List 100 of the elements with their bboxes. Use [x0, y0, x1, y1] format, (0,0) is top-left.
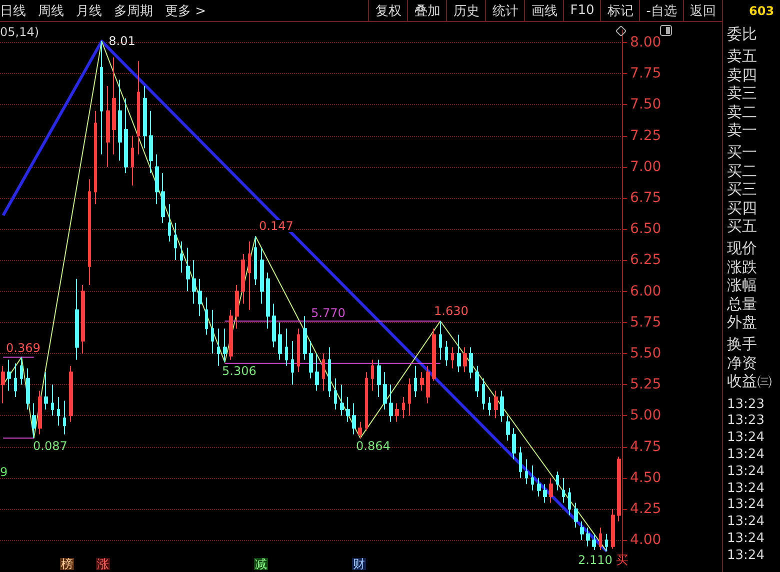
candlestick	[217, 328, 220, 366]
text: 买二	[727, 162, 757, 180]
candlestick	[451, 346, 454, 369]
y-tick-label: 7.25	[630, 128, 662, 144]
candlestick	[198, 278, 202, 317]
text: 13:23	[727, 396, 764, 413]
candlestick	[531, 464, 534, 491]
annotation: 0.147	[259, 219, 294, 233]
text: 买一	[727, 143, 757, 162]
candlestick	[297, 328, 300, 373]
candlestick	[432, 328, 436, 382]
data-label: 8.01	[108, 34, 136, 48]
candlestick	[377, 359, 381, 398]
text: 日线	[0, 2, 26, 20]
text: 更多 >	[165, 2, 206, 20]
y-tick-label: 4.75	[630, 438, 662, 455]
candlestick	[278, 322, 282, 360]
y-tick-label: 8.00	[630, 34, 662, 50]
candlestick	[426, 365, 430, 404]
candlestick	[44, 372, 48, 410]
text: F10	[563, 0, 600, 21]
candlestick	[303, 316, 307, 360]
candlestick	[494, 390, 498, 419]
candlestick	[137, 60, 140, 155]
candlestick	[519, 446, 522, 478]
candlestick	[457, 334, 461, 373]
annotation: 0.369	[6, 341, 40, 355]
annotation: 0.864	[356, 439, 390, 453]
candlestick	[63, 400, 66, 435]
annotation: 涨	[97, 557, 109, 571]
candlestick	[482, 378, 485, 410]
candlestick	[26, 368, 30, 410]
candlestick	[57, 396, 60, 426]
candlestick	[315, 352, 319, 392]
candlestick	[1, 365, 5, 404]
text: 卖四	[727, 66, 757, 84]
candlestick	[543, 484, 547, 504]
candlestick	[155, 154, 159, 205]
candlestick	[568, 487, 571, 516]
y-tick-label: 5.75	[630, 314, 662, 330]
candlestick	[352, 402, 356, 435]
text: 买四	[727, 198, 757, 217]
candlestick	[592, 533, 596, 551]
candlestick	[439, 320, 442, 360]
candlestick	[445, 340, 448, 366]
candlestick	[322, 352, 325, 392]
y-tick-label: 6.50	[630, 221, 662, 238]
candlestick	[211, 309, 214, 354]
candlestick	[118, 79, 122, 162]
y-tick-label: 4.50	[630, 470, 662, 486]
candlestick	[106, 85, 110, 168]
candlestick	[580, 520, 584, 541]
candlestick	[358, 421, 362, 439]
annotation: 2.110	[578, 553, 612, 567]
candlestick	[143, 85, 147, 149]
text: 净资	[727, 354, 757, 372]
candlestick	[402, 396, 405, 419]
candlestick	[229, 309, 233, 360]
candlestick	[611, 508, 615, 550]
candlestick	[254, 236, 257, 286]
candlestick	[586, 527, 590, 547]
candlestick	[266, 272, 270, 330]
text: 总量	[727, 294, 757, 313]
candlestick	[475, 365, 479, 398]
text: -自选	[639, 0, 683, 21]
text: 13:24	[727, 496, 764, 514]
y-tick-label: 7.00	[630, 158, 662, 175]
text: 卖五	[727, 47, 757, 66]
candlestick	[248, 241, 251, 310]
candlestick	[340, 384, 344, 416]
annotation: 减	[255, 557, 267, 571]
text: 卖一	[727, 121, 757, 139]
candlestick	[328, 346, 331, 398]
candlestick	[291, 340, 294, 386]
candlestick	[161, 172, 165, 224]
text: 多周期	[114, 2, 153, 20]
candlestick	[241, 253, 245, 304]
text: 13:24	[727, 480, 764, 497]
text: 13:24	[727, 446, 764, 463]
candlestick	[371, 359, 374, 392]
candlestick	[186, 247, 190, 292]
candlestick	[32, 402, 36, 439]
candlestick	[334, 378, 337, 410]
annotation: 5.306	[222, 364, 256, 378]
text: 统计	[485, 0, 524, 21]
y-tick-label: 4.25	[630, 500, 662, 517]
annotation: 0.087	[33, 439, 68, 453]
candlestick	[469, 346, 473, 379]
candlestick	[272, 303, 276, 348]
candlestick	[168, 204, 171, 242]
text: 月线	[76, 2, 102, 20]
candlestick	[599, 527, 602, 551]
text: 周线	[38, 2, 64, 20]
text: 历史	[446, 0, 486, 21]
text: 画线	[524, 0, 564, 21]
y-tick-label: 7.75	[630, 66, 662, 82]
annotation: 9	[0, 465, 8, 479]
y-tick-label: 4.00	[630, 532, 662, 548]
chart-title: 05,14)	[0, 25, 40, 39]
y-tick-label: 5.50	[630, 345, 662, 362]
